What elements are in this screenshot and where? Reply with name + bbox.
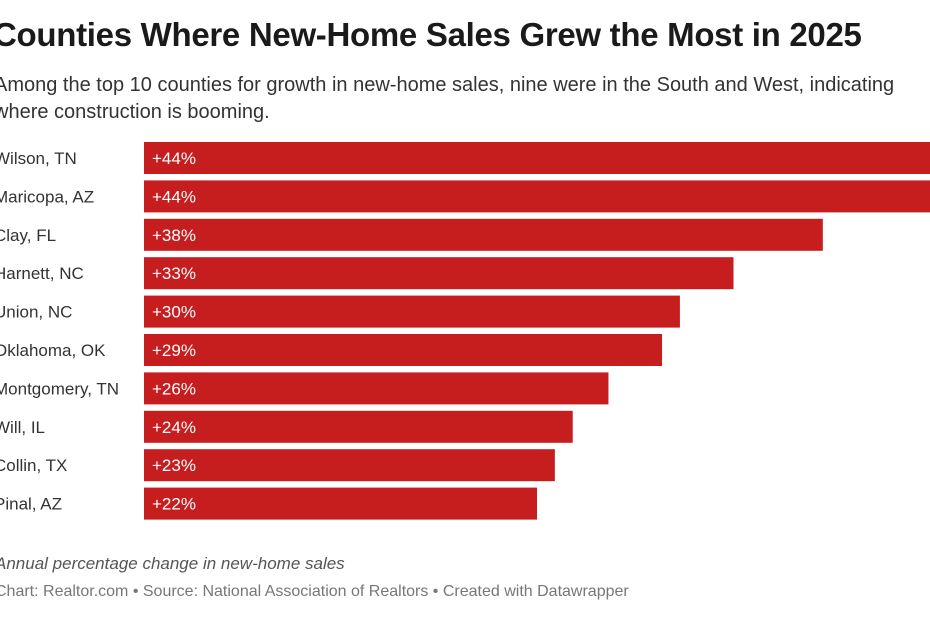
bar: [144, 449, 555, 482]
bar: [144, 372, 609, 405]
value-label: +30%: [152, 303, 196, 322]
chart-subtitle: Among the top 10 counties for growth in …: [0, 74, 895, 123]
bar-row: Will, IL +24%: [0, 410, 573, 443]
bar: [144, 218, 823, 251]
value-label: +44%: [152, 187, 196, 206]
category-label: Montgomery, TN: [0, 379, 119, 398]
value-label: +29%: [152, 341, 196, 360]
bar: [144, 410, 573, 443]
bar: [144, 487, 537, 520]
category-label: Clay, FL: [0, 226, 56, 245]
chart-credit: Chart: Realtor.com • Source: National As…: [0, 583, 629, 600]
category-label: Collin, TX: [0, 456, 67, 475]
category-label: Will, IL: [0, 418, 45, 437]
category-label: Pinal, AZ: [0, 495, 62, 514]
bar-row: Maricopa, AZ +44%: [0, 180, 930, 213]
bar-row: Collin, TX +23%: [0, 449, 555, 482]
chart-title: Counties Where New-Home Sales Grew the M…: [0, 16, 862, 53]
category-label: Wilson, TN: [0, 149, 77, 168]
value-label: +44%: [152, 149, 196, 168]
bar-row: Clay, FL +38%: [0, 218, 823, 251]
bar-chart: Wilson, TN +44% Maricopa, AZ +44% Clay, FL +3…: [0, 142, 930, 520]
bar: [144, 180, 930, 213]
bar-row: Oklahoma, OK +29%: [0, 334, 663, 366]
bar-row: Montgomery, TN +26%: [0, 372, 609, 405]
bar-row: Pinal, AZ +22%: [0, 487, 537, 520]
category-label: Oklahoma, OK: [0, 341, 106, 360]
value-label: +23%: [152, 456, 196, 475]
chart-note: Annual percentage change in new-home sal…: [0, 554, 345, 573]
value-label: +26%: [152, 379, 196, 398]
bar-row: Harnett, NC +33%: [0, 257, 734, 290]
value-label: +38%: [152, 226, 196, 245]
bar: [144, 142, 930, 174]
bar: [144, 334, 663, 366]
category-label: Union, NC: [0, 303, 72, 322]
category-label: Harnett, NC: [0, 264, 84, 283]
bar: [144, 295, 680, 328]
bar: [144, 257, 734, 290]
value-label: +24%: [152, 418, 196, 437]
value-label: +33%: [152, 264, 196, 283]
category-label: Maricopa, AZ: [0, 187, 94, 206]
bar-row: Wilson, TN +44%: [0, 142, 930, 174]
bar-row: Union, NC +30%: [0, 295, 680, 328]
value-label: +22%: [152, 495, 196, 514]
